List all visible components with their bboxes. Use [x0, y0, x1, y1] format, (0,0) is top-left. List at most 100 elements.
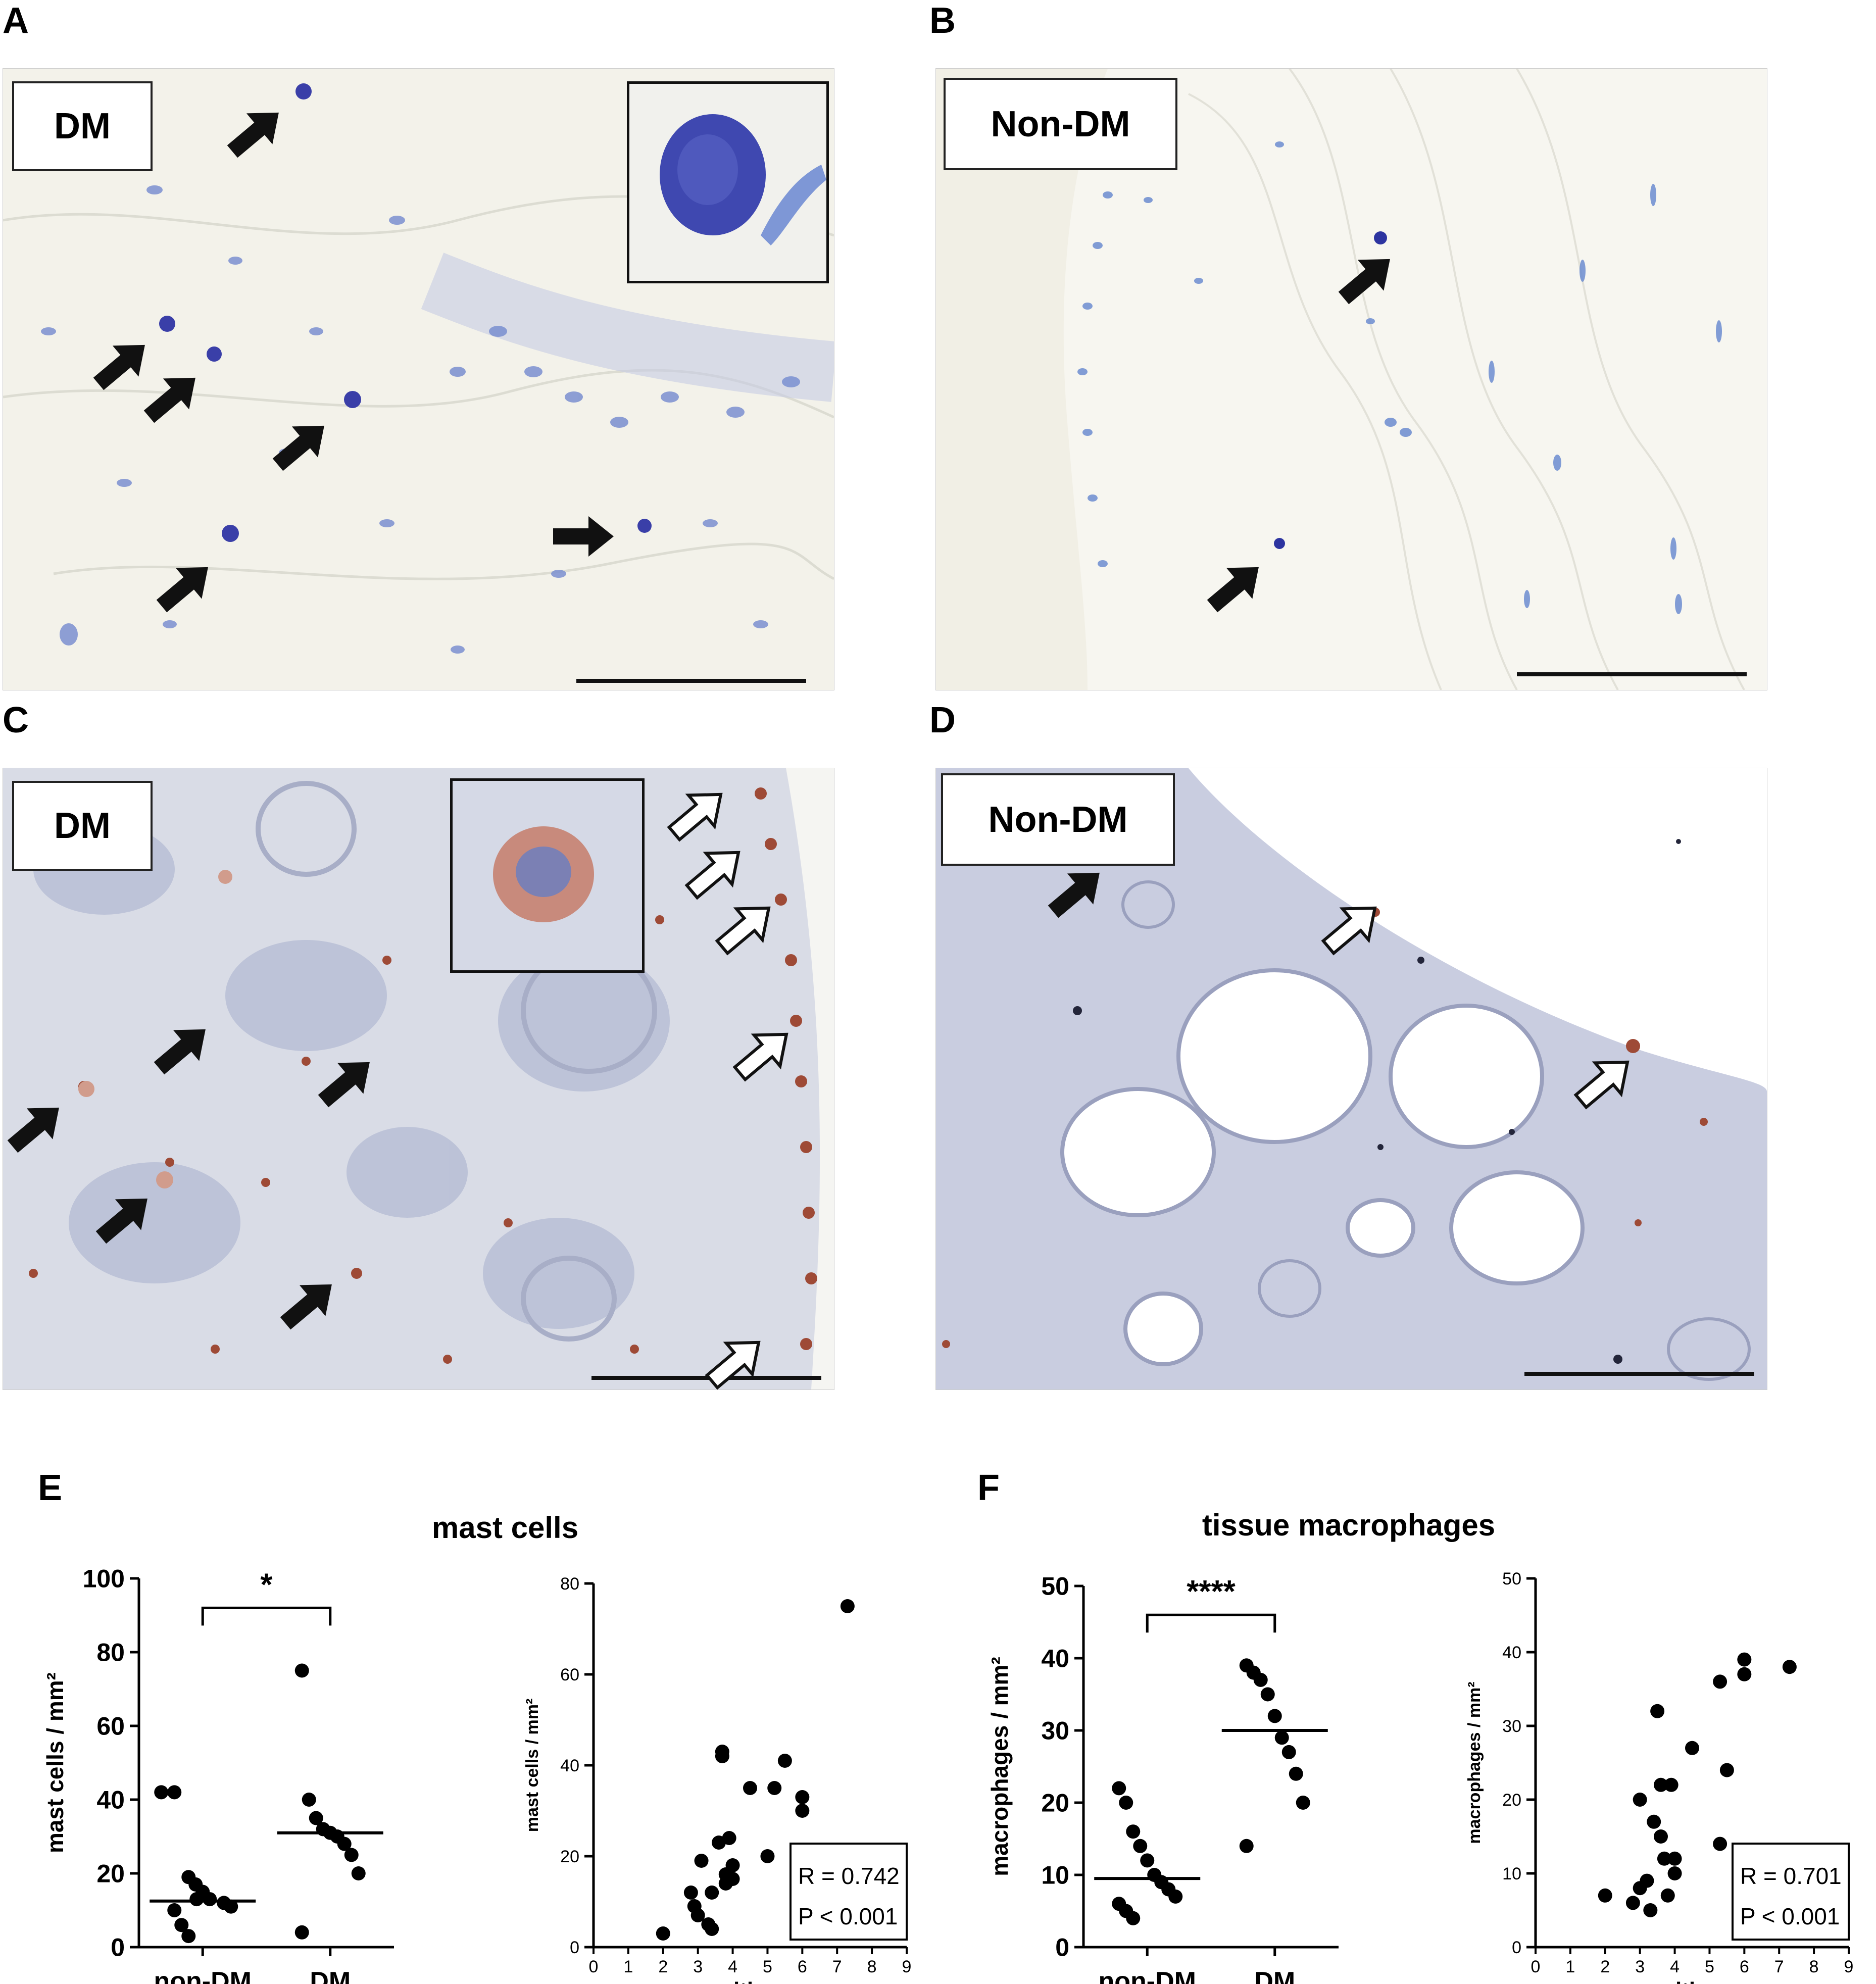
y-tick-label: 30 [1041, 1717, 1069, 1745]
data-point [1719, 1763, 1734, 1777]
data-point [725, 1858, 740, 1872]
significance-bracket [1146, 1613, 1276, 1633]
data-point [1625, 1896, 1640, 1910]
panel-c-group-tag: DM [12, 781, 153, 871]
data-point [1274, 1730, 1289, 1745]
stats-r-value: R = 0.742 [798, 1863, 900, 1889]
data-point [203, 1892, 217, 1907]
panel-letter-a: A [3, 1, 29, 41]
data-point [302, 1793, 316, 1807]
data-point [1667, 1851, 1682, 1866]
data-point [1647, 1814, 1661, 1829]
y-tick-label: 80 [96, 1639, 125, 1667]
data-point [1239, 1839, 1254, 1853]
data-point [1640, 1873, 1654, 1888]
data-point [1296, 1796, 1310, 1810]
x-tick-label: 5 [763, 1957, 772, 1976]
y-tick-label: 40 [96, 1786, 125, 1814]
stats-p-value: P < 0.001 [798, 1903, 898, 1929]
data-point [1633, 1793, 1647, 1807]
data-point [344, 1848, 359, 1862]
data-point [690, 1908, 705, 1922]
data-point [189, 1892, 204, 1907]
data-point [167, 1903, 182, 1917]
data-point [1737, 1667, 1752, 1681]
x-tick-label: 8 [867, 1957, 877, 1976]
y-tick-label: 30 [1502, 1717, 1521, 1736]
x-tick-label: 2 [658, 1957, 668, 1976]
x-category-label: non-DM [1099, 1967, 1196, 1984]
data-point [1657, 1851, 1671, 1866]
data-point [1289, 1766, 1303, 1781]
data-point [722, 1831, 736, 1845]
scale-bar-d [1524, 1372, 1754, 1376]
x-tick-label: 3 [693, 1957, 703, 1976]
panel-d-group-tag: Non-DM [941, 773, 1175, 866]
y-tick-label: 80 [560, 1574, 579, 1594]
x-axis-label: synovitis score [669, 1978, 831, 1984]
data-point [1126, 1911, 1141, 1925]
y-tick-label: 10 [1502, 1864, 1521, 1883]
data-point [760, 1849, 775, 1863]
data-point [725, 1872, 740, 1886]
data-point [1737, 1652, 1752, 1667]
data-point [294, 1663, 309, 1678]
x-tick-label: 7 [832, 1957, 842, 1976]
y-axis-label: mast cells / mm² [42, 1672, 68, 1853]
significance-marker: **** [1187, 1574, 1236, 1609]
panel-letter-c: C [3, 700, 29, 740]
y-tick-label: 40 [560, 1756, 579, 1775]
y-tick-label: 0 [111, 1933, 125, 1962]
data-point [683, 1886, 698, 1900]
scale-bar-b [1517, 672, 1747, 676]
stats-box [1732, 1843, 1850, 1941]
data-point [1650, 1704, 1665, 1718]
panel-a-inset [627, 81, 829, 283]
chart-title-f: tissue macrophages [1202, 1508, 1496, 1542]
inset-macrophage-image [493, 826, 594, 922]
x-tick-label: 9 [902, 1957, 912, 1976]
x-tick-label: 0 [1531, 1957, 1541, 1976]
x-axis-label: synovitis score [1611, 1978, 1773, 1984]
y-tick-label: 50 [1502, 1569, 1521, 1589]
y-axis-label: macrophages / mm² [986, 1657, 1013, 1876]
y-tick-label: 60 [96, 1712, 125, 1741]
data-point [1654, 1777, 1668, 1792]
data-point [1782, 1660, 1797, 1674]
x-tick-label: 6 [798, 1957, 807, 1976]
x-tick-label: 0 [589, 1957, 599, 1976]
panel-c-inset [450, 778, 645, 973]
data-point [743, 1781, 757, 1795]
data-point [174, 1918, 189, 1932]
x-tick-label: 7 [1774, 1957, 1784, 1976]
y-tick-label: 40 [1041, 1645, 1069, 1673]
data-point [1133, 1839, 1148, 1853]
x-tick-label: 3 [1635, 1957, 1645, 1976]
y-tick-label: 20 [1502, 1791, 1521, 1810]
x-tick-label: 8 [1809, 1957, 1819, 1976]
data-point [1260, 1687, 1275, 1702]
x-category-label: non-DM [154, 1967, 252, 1984]
data-point [1126, 1824, 1141, 1839]
panel-letter-b: B [929, 1, 956, 41]
inset-mast-cell-image [660, 114, 826, 245]
y-tick-label: 100 [83, 1565, 125, 1593]
significance-marker: * [260, 1567, 273, 1602]
data-point [337, 1837, 352, 1851]
data-point [181, 1929, 196, 1944]
y-tick-label: 20 [96, 1860, 125, 1888]
data-point [1660, 1888, 1675, 1903]
data-point [705, 1922, 719, 1936]
data-point [694, 1854, 709, 1868]
y-tick-label: 0 [570, 1938, 579, 1957]
panel-letter-e: E [38, 1468, 63, 1508]
data-point [1654, 1829, 1668, 1844]
x-tick-label: 4 [1670, 1957, 1680, 1976]
y-axis-label: macrophages / mm² [1465, 1681, 1484, 1844]
data-point [1598, 1888, 1612, 1903]
data-point [1713, 1674, 1727, 1689]
data-point [715, 1749, 729, 1763]
x-tick-label: 2 [1600, 1957, 1610, 1976]
panel-a-group-tag: DM [12, 81, 153, 171]
